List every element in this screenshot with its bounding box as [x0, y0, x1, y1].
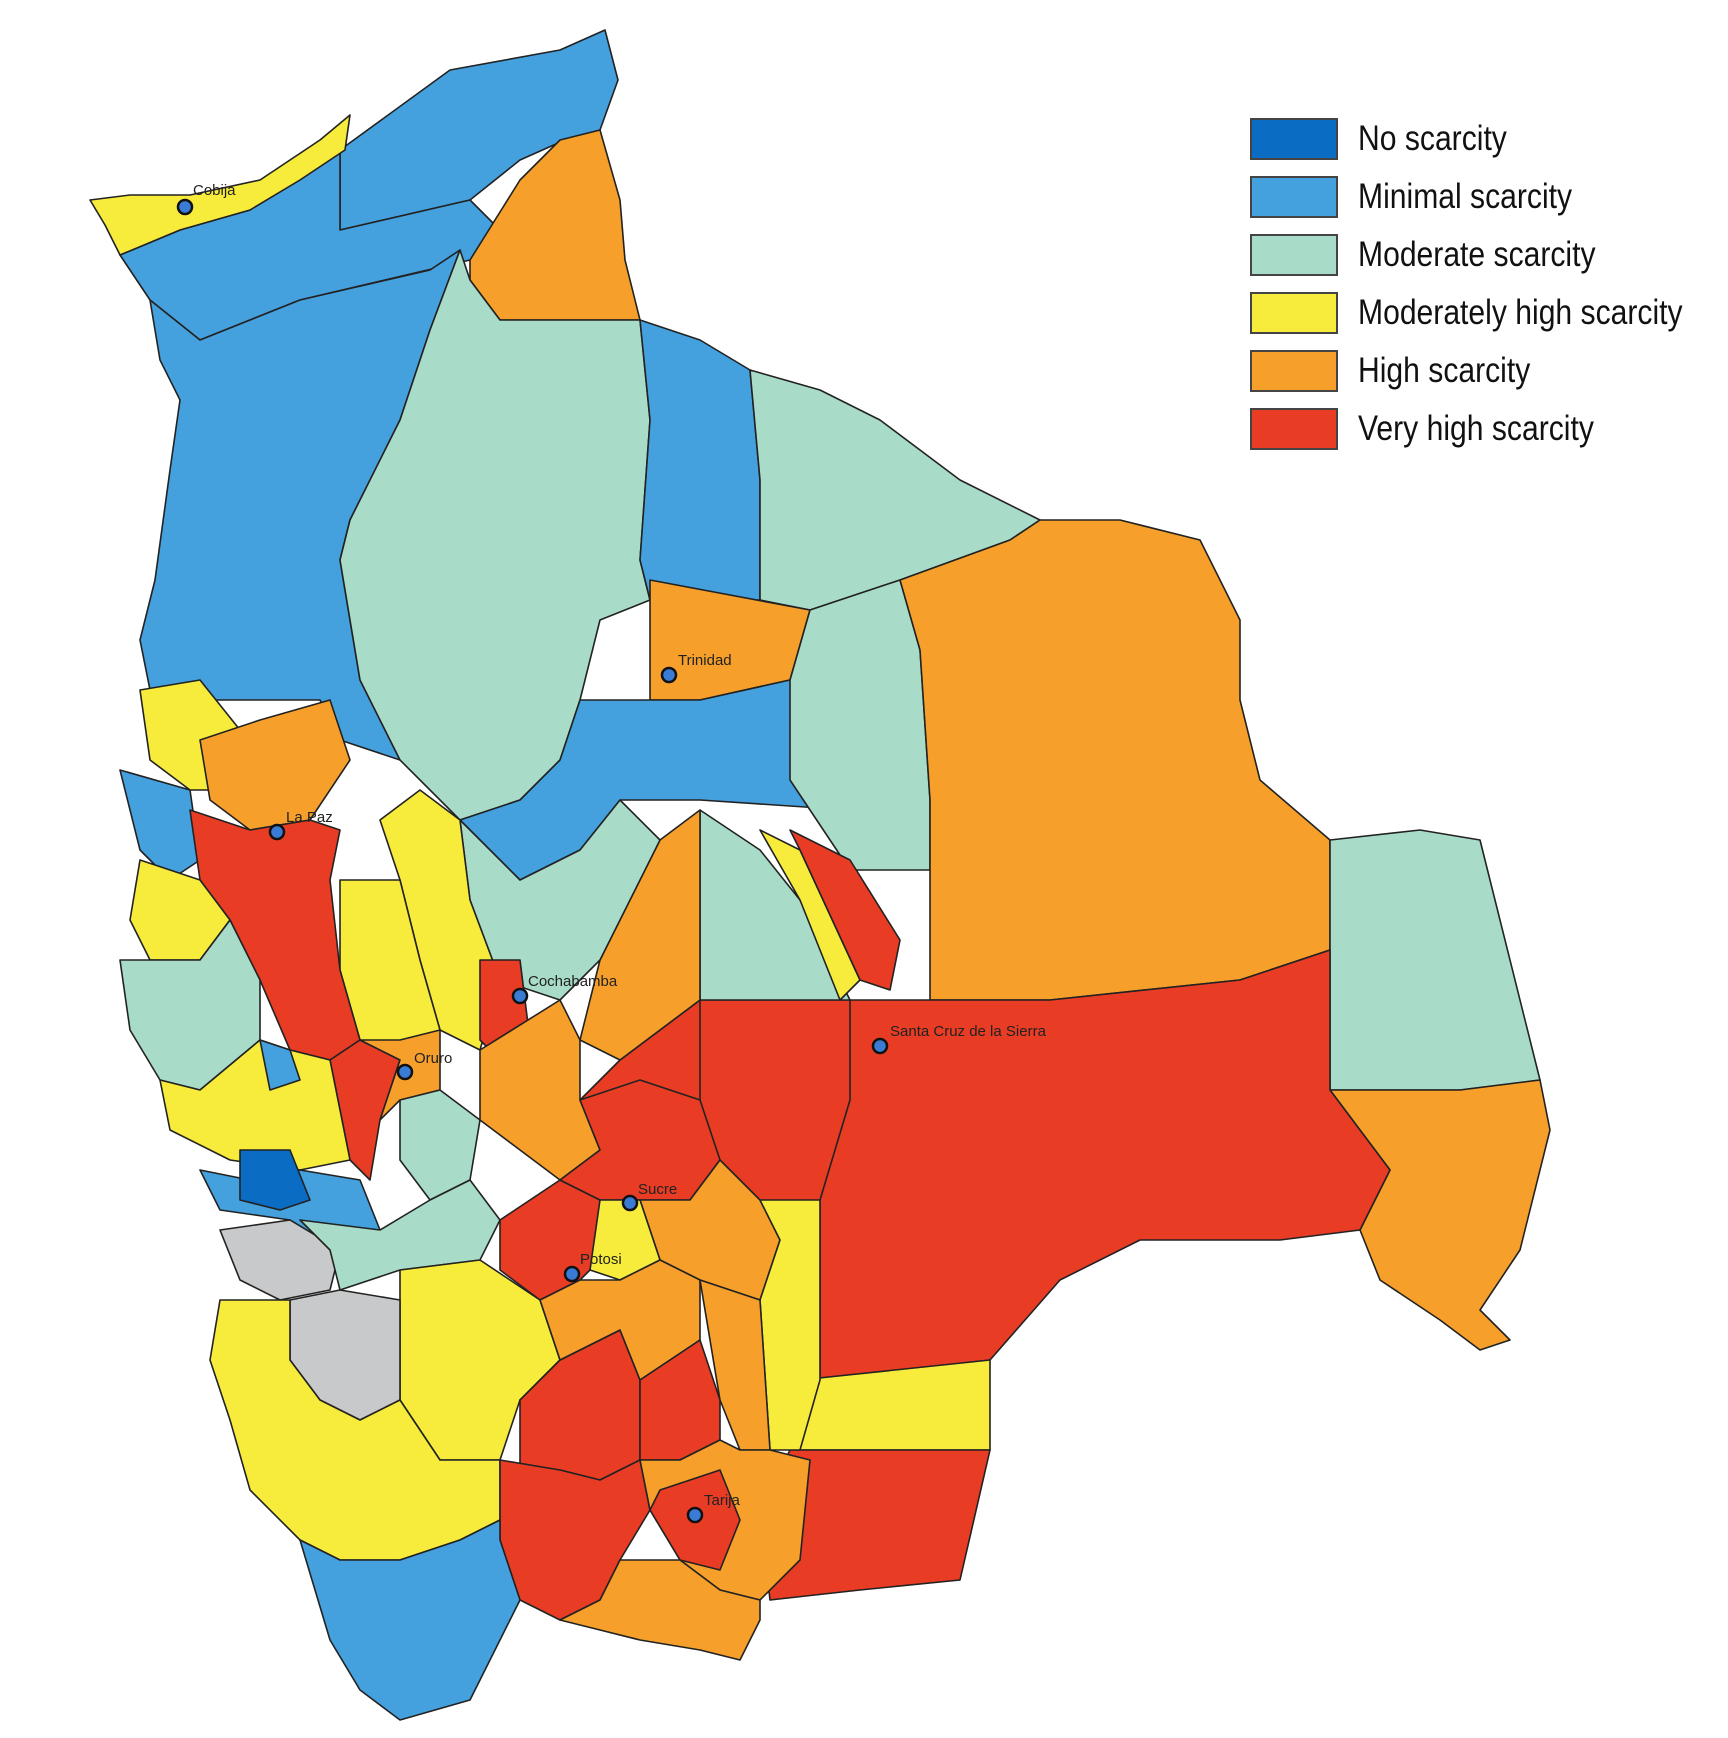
- region-oruro-blue: [259, 1039, 301, 1091]
- region-santacruz-moderate-west: [789, 579, 931, 871]
- legend-label: Moderately high scarcity: [1358, 293, 1683, 332]
- legend-label: Moderate scarcity: [1358, 235, 1596, 274]
- city-label: Trinidad: [678, 652, 732, 669]
- legend-item-high-scarcity: High scarcity: [1250, 342, 1728, 400]
- region-oruro-yellow-west: [159, 1039, 351, 1171]
- legend-item-very-high-scarcity: Very high scarcity: [1250, 400, 1728, 458]
- city-label: Cochabamba: [528, 973, 618, 990]
- legend-swatch: [1250, 350, 1338, 392]
- city-label: Santa Cruz de la Sierra: [890, 1023, 1047, 1040]
- legend-label: Very high scarcity: [1358, 409, 1594, 448]
- city-label: La Paz: [286, 809, 333, 826]
- city-potosi: Potosi: [563, 1251, 622, 1283]
- city-label: Sucre: [638, 1181, 677, 1198]
- region-titicaca-blue: [119, 769, 201, 881]
- city-trinidad: Trinidad: [660, 652, 732, 684]
- legend-swatch: [1250, 118, 1338, 160]
- region-chapare-orange: [579, 809, 701, 1061]
- region-beni-blue-south: [459, 679, 851, 881]
- region-santacruz-red: [819, 949, 1391, 1381]
- city-label: Potosi: [580, 1251, 622, 1268]
- region-beni-blue-strip: [639, 319, 761, 601]
- city-label: Tarija: [704, 1492, 741, 1509]
- city-cochabamba: Cochabamba: [511, 973, 618, 1005]
- city-label: Cobija: [193, 182, 236, 199]
- legend-label: High scarcity: [1358, 351, 1531, 390]
- region-cinti-orange: [539, 1259, 701, 1381]
- city-lapaz: La Paz: [268, 809, 333, 841]
- region-potosi-moderate: [299, 1179, 501, 1291]
- region-ichilo-yellow: [759, 829, 861, 1001]
- region-no-scarcity: [239, 1149, 311, 1211]
- legend-item-minimal-scarcity: Minimal scarcity: [1250, 168, 1728, 226]
- city-tarija: Tarija: [686, 1492, 741, 1524]
- region-chuquisaca-yellow-east: [759, 1199, 821, 1451]
- region-south-border-orange: [559, 1559, 761, 1661]
- region-lapaz-north: [139, 249, 461, 761]
- legend-item-moderately-high-scarcity: Moderately high scarcity: [1250, 284, 1728, 342]
- city-santacruz: Santa Cruz de la Sierra: [871, 1023, 1047, 1055]
- legend: No scarcity Minimal scarcity Moderate sc…: [1250, 110, 1728, 458]
- legend-label: No scarcity: [1358, 119, 1507, 158]
- legend-swatch: [1250, 408, 1338, 450]
- region-guarayos-red: [789, 829, 901, 991]
- legend-item-moderate-scarcity: Moderate scarcity: [1250, 226, 1728, 284]
- legend-swatch: [1250, 234, 1338, 276]
- region-chiquitos-moderate: [1329, 829, 1541, 1091]
- legend-item-no-scarcity: No scarcity: [1250, 110, 1728, 168]
- region-lapaz-orange: [199, 699, 351, 831]
- region-cobija-strip: [89, 114, 351, 256]
- region-nodata-west: [219, 1219, 341, 1301]
- city-oruro: Oruro: [396, 1050, 452, 1081]
- legend-swatch: [1250, 292, 1338, 334]
- legend-swatch: [1250, 176, 1338, 218]
- region-cochabamba-yellow: [379, 789, 501, 1051]
- city-markers: Cobija Trinidad La Paz Cochabamba Oruro …: [176, 182, 1047, 1524]
- city-label: Oruro: [414, 1050, 452, 1067]
- city-sucre: Sucre: [621, 1181, 677, 1212]
- city-cobija: Cobija: [176, 182, 236, 216]
- region-southwest-blue: [299, 1519, 521, 1721]
- legend-label: Minimal scarcity: [1358, 177, 1573, 216]
- region-santacruz-orange-north: [899, 519, 1331, 1001]
